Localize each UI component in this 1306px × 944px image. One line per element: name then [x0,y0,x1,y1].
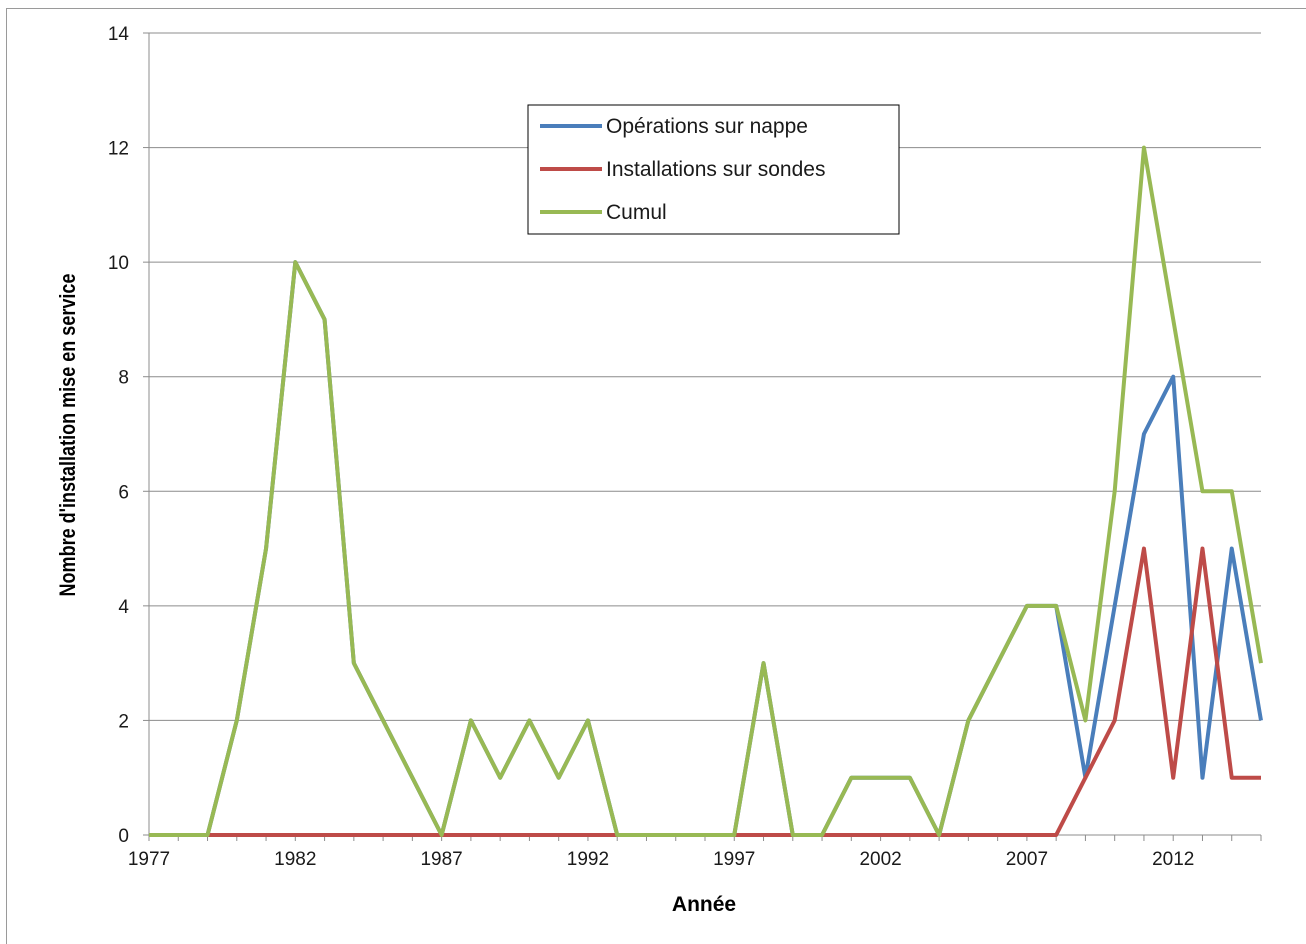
series-lines [149,145,1263,837]
x-tick-label-2012: 2012 [1152,849,1194,870]
x-tick-label-1977: 1977 [128,849,170,870]
legend-item-installations-sur-sondes: Installations sur sondes [540,158,825,181]
legend: Opérations sur nappe Installations sur s… [527,104,900,235]
x-tick-label-1997: 1997 [713,849,755,870]
y-tick-labels: 0 2 4 6 8 10 12 14 [108,24,130,847]
legend-label-cumul: Cumul [606,201,667,224]
x-tick-labels: 1977 1982 1987 1992 1997 2002 2007 2012 [128,849,1194,870]
y-axis-label: Nombre d'installation mise en service [56,274,80,597]
y-tick-label-4: 4 [118,597,129,618]
y-tick-label-0: 0 [118,826,129,847]
y-tick-label-14: 14 [108,24,130,45]
x-tick-label-1992: 1992 [567,849,609,870]
y-tick-label-6: 6 [118,482,129,503]
y-tick-label-12: 12 [108,139,129,160]
y-tick-label-8: 8 [118,368,129,389]
series-line-installations-sur-sondes [149,546,1261,837]
series-line-cumul [149,145,1263,837]
legend-label-installations-sur-sondes: Installations sur sondes [606,158,825,181]
series-line-operations-sur-nappe [149,260,1263,837]
y-tick-label-2: 2 [118,711,129,732]
legend-label-operations-sur-nappe: Opérations sur nappe [606,115,808,138]
x-tick-label-1987: 1987 [420,849,462,870]
x-tick-label-2002: 2002 [859,849,901,870]
legend-item-cumul: Cumul [540,201,667,224]
legend-item-operations-sur-nappe: Opérations sur nappe [540,115,808,138]
y-tick-label-10: 10 [108,253,129,274]
x-axis-label: Année [672,893,736,916]
x-tick-label-1982: 1982 [274,849,316,870]
x-tick-label-2007: 2007 [1006,849,1048,870]
